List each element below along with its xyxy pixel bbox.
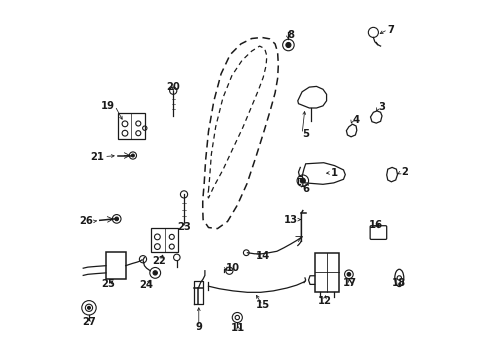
Text: 15: 15 (255, 300, 269, 310)
Text: 8: 8 (287, 30, 294, 40)
Text: 9: 9 (195, 322, 202, 332)
Bar (118, 113, 144, 139)
Text: 27: 27 (82, 317, 96, 327)
Text: 26: 26 (79, 216, 93, 226)
Bar (151, 228, 178, 252)
Text: 6: 6 (302, 184, 309, 194)
Text: 10: 10 (225, 263, 239, 273)
Text: 2: 2 (401, 167, 407, 177)
Text: 7: 7 (387, 24, 394, 35)
Text: 1: 1 (330, 168, 337, 178)
Text: 21: 21 (90, 152, 104, 162)
Text: 22: 22 (152, 256, 166, 266)
Text: 12: 12 (317, 296, 331, 306)
Circle shape (115, 217, 118, 221)
Text: 20: 20 (166, 82, 180, 92)
Text: 5: 5 (302, 129, 308, 139)
Circle shape (285, 42, 290, 48)
Text: 4: 4 (352, 114, 359, 125)
Circle shape (346, 273, 350, 276)
Text: 19: 19 (101, 101, 115, 111)
Text: 17: 17 (342, 278, 356, 288)
Circle shape (131, 154, 134, 157)
Text: 18: 18 (391, 278, 406, 288)
Text: 14: 14 (256, 251, 270, 261)
Text: 3: 3 (378, 102, 385, 112)
Circle shape (300, 178, 305, 183)
Bar (314, 253, 339, 292)
Circle shape (153, 271, 157, 275)
Text: 23: 23 (177, 222, 190, 232)
Text: 16: 16 (368, 220, 382, 230)
Bar (106, 252, 125, 279)
Text: 24: 24 (139, 280, 153, 290)
Text: 11: 11 (230, 323, 244, 333)
Text: 13: 13 (283, 215, 297, 225)
Circle shape (87, 306, 90, 309)
Text: 25: 25 (102, 279, 115, 289)
